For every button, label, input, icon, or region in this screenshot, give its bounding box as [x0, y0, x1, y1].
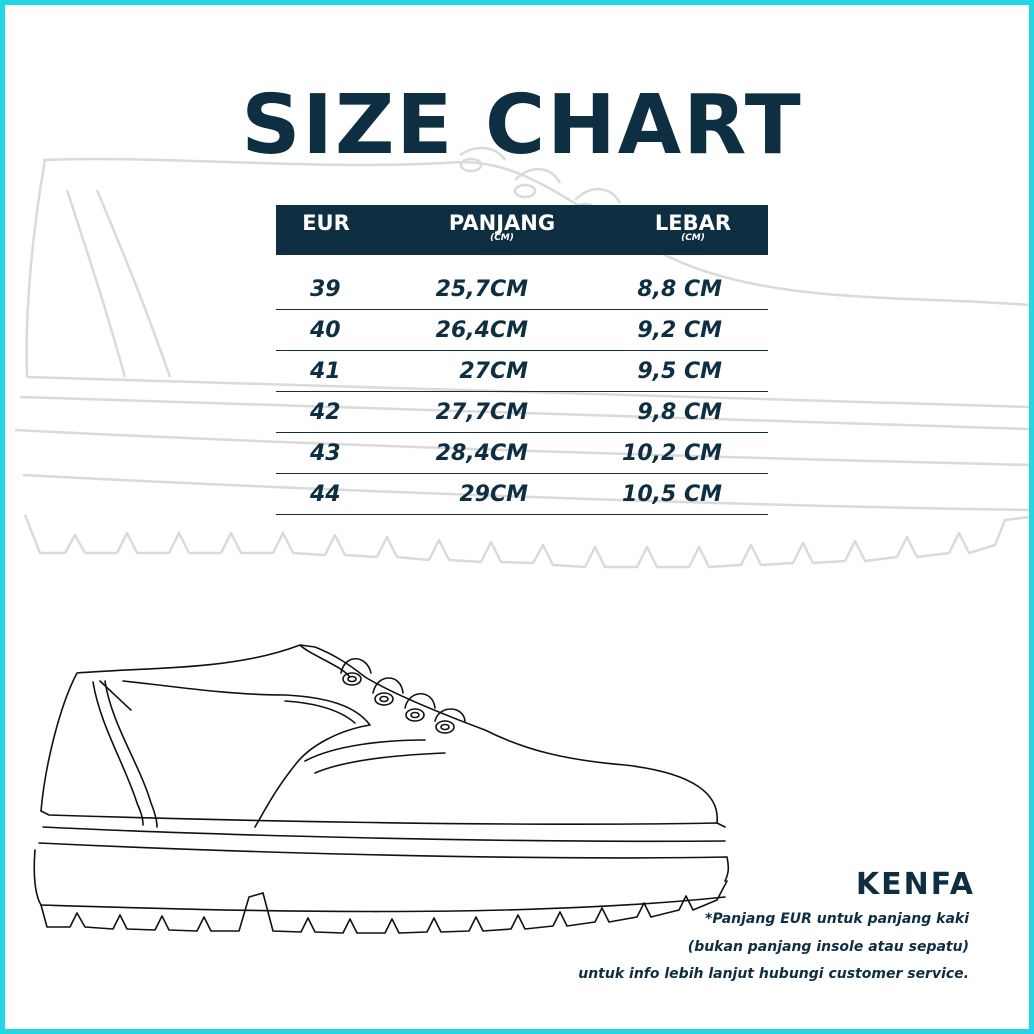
cell-eur: 40 — [310, 318, 341, 343]
table-row: 43 28,4CM 10,2 CM — [276, 433, 768, 474]
cell-lebar: 9,8 CM — [637, 400, 722, 425]
cell-panjang: 25,7CM — [435, 277, 528, 302]
cell-eur: 39 — [310, 277, 341, 302]
cell-eur: 42 — [310, 400, 341, 425]
header-lebar-label: LEBAR — [654, 211, 732, 235]
header-eur: EUR — [294, 211, 358, 235]
table-row: 42 27,7CM 9,8 CM — [276, 392, 768, 433]
table-row: 41 27CM 9,5 CM — [276, 351, 768, 392]
header-lebar-unit: (CM) — [681, 233, 705, 243]
note-line-2: (bukan panjang insole atau sepatu) — [687, 939, 969, 955]
header-panjang: PANJANG (CM) — [442, 211, 562, 243]
cell-lebar: 9,2 CM — [637, 318, 722, 343]
cell-lebar: 8,8 CM — [637, 277, 722, 302]
header-lebar: LEBAR (CM) — [648, 211, 738, 243]
cell-lebar: 10,5 CM — [622, 482, 722, 507]
size-table: EUR PANJANG (CM) LEBAR (CM) 39 25,7CM 8,… — [276, 205, 768, 515]
cell-panjang: 27,7CM — [435, 400, 528, 425]
header-panjang-label: PANJANG — [448, 211, 556, 235]
brand-logo: KENFA — [855, 867, 975, 902]
cell-panjang: 27CM — [459, 359, 528, 384]
cell-lebar: 10,2 CM — [622, 441, 722, 466]
cell-eur: 41 — [310, 359, 341, 384]
cell-eur: 43 — [310, 441, 341, 466]
cell-panjang: 28,4CM — [435, 441, 528, 466]
cell-panjang: 26,4CM — [435, 318, 528, 343]
table-body: 39 25,7CM 8,8 CM 40 26,4CM 9,2 CM 41 27C… — [276, 269, 768, 515]
note-line-3: untuk info lebih lanjut hubungi customer… — [578, 966, 969, 982]
table-row: 40 26,4CM 9,2 CM — [276, 310, 768, 351]
note-line-1: *Panjang EUR untuk panjang kaki — [705, 911, 969, 927]
page-title: SIZE CHART — [241, 78, 803, 173]
cell-panjang: 29CM — [459, 482, 528, 507]
cell-eur: 44 — [310, 482, 341, 507]
shoe-outline-watermark-icon — [14, 146, 1029, 569]
header-panjang-unit: (CM) — [490, 233, 514, 243]
table-header: EUR PANJANG (CM) LEBAR (CM) — [276, 205, 768, 255]
header-eur-label: EUR — [302, 211, 350, 235]
shoe-line-drawing-icon — [33, 644, 730, 934]
cell-lebar: 9,5 CM — [637, 359, 722, 384]
table-row: 39 25,7CM 8,8 CM — [276, 269, 768, 310]
table-row: 44 29CM 10,5 CM — [276, 474, 768, 515]
